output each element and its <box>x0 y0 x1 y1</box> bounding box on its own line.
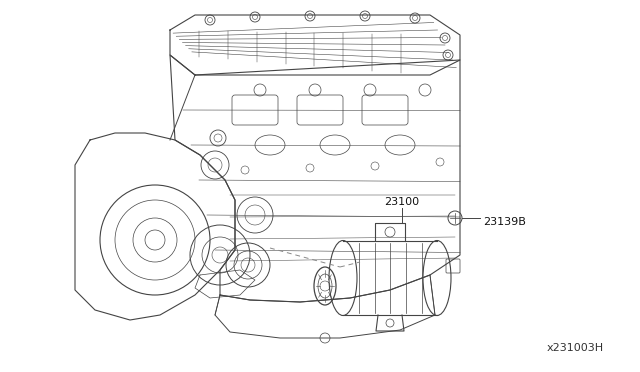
Text: 23139B: 23139B <box>483 217 526 227</box>
Text: x231003H: x231003H <box>547 343 604 353</box>
Text: 23100: 23100 <box>385 197 420 207</box>
